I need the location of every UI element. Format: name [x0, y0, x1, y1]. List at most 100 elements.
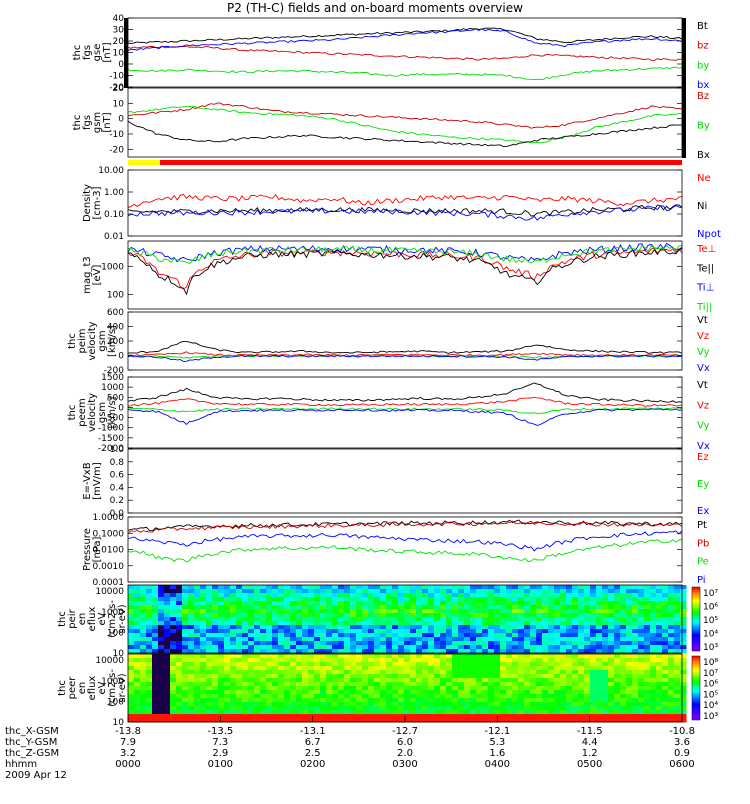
pressure-frame [127, 516, 683, 583]
y-tick-label: 100 [107, 628, 124, 638]
legend-entry: Vx [697, 363, 710, 374]
y-tick-label: 0.01 [104, 232, 124, 242]
series-line-peim-velocity [127, 340, 683, 354]
y-tick-label: 500 [107, 393, 124, 403]
fgs-gsm-frame [127, 87, 683, 158]
panel-fgs-gsm: 20 10 0 -10 -20 Bz By Bx thcfgsgsm[nT] [72, 84, 710, 161]
peir-spectrogram-colorbar-tick: 10⁷ [703, 589, 718, 599]
peem-velocity-frame [127, 376, 683, 449]
series-line-pressure [127, 519, 683, 532]
fgs-gse-ylabel: thcfgsgse[nT] [72, 42, 113, 62]
panel-peim-velocity: 600 400 200 0 -200 Vt Vz Vy Vx thcpeimvelocitygsm… [67, 308, 710, 376]
time-axis-value: -11.5 [577, 726, 603, 737]
legend-entry: Bz [697, 91, 709, 102]
legend-entry: Pe [697, 557, 709, 568]
y-tick-label: 1.00 [104, 188, 124, 198]
y-tick-label: 0.1000 [93, 529, 125, 539]
efield-ylabel: E=-VxB[mV/m] [82, 462, 103, 500]
y-tick-label: 200 [107, 337, 124, 347]
peem-velocity-series [127, 382, 683, 426]
y-tick-label: 10000 [95, 587, 124, 597]
time-axis-value: 0600 [669, 759, 694, 770]
y-tick-label: -2000 [98, 444, 124, 454]
series-line-fgs-gsm [127, 120, 683, 148]
efield-frame [127, 448, 683, 514]
time-axis-value: 1.2 [582, 748, 598, 759]
legend-entry: bx [697, 80, 709, 91]
legend-entry: Ti|| [696, 302, 712, 313]
peim-velocity-series [127, 340, 683, 362]
time-axis-value: -13.1 [300, 726, 326, 737]
peir-spectrogram-colorbar-tick: 10³ [703, 643, 718, 653]
y-tick-label: 0.4 [110, 483, 125, 493]
legend-entry: Pi [697, 575, 706, 586]
temperature-series [127, 242, 683, 296]
legend-entry: Ne [697, 173, 711, 184]
time-axis-value: -12.7 [392, 726, 418, 737]
peer-spectrogram-colorbar-tick: 10³ [703, 712, 718, 722]
pressure-series [127, 519, 683, 563]
y-tick-label: 10 [113, 49, 125, 59]
y-tick-label: 1000 [101, 383, 124, 393]
y-tick-label: 0.0100 [93, 546, 125, 556]
fgs-gse-frame [127, 17, 683, 88]
y-tick-label: 0.0010 [93, 562, 125, 572]
time-axis-value: 2.0 [397, 748, 413, 759]
y-tick-label: 1.0 [110, 445, 125, 455]
series-line-fgs-gse [127, 28, 683, 51]
right-edge-bar [682, 18, 686, 158]
series-line-fgs-gse [127, 45, 683, 61]
time-axis-value: 7.3 [212, 737, 228, 748]
y-tick-label: -200 [104, 366, 125, 376]
peim-velocity-ylabel: thcpeimvelocitygsm[km/s] [67, 321, 118, 360]
time-axis-value: 0200 [300, 759, 325, 770]
peir-spectrogram-colorbar [691, 586, 701, 652]
panel-peir-spectrogram: 10⁷ 10⁶ 10⁵ 10⁴ 10³ 10000 1000 100 10 thcpeirenef… [57, 584, 718, 659]
y-tick-label: 1000 [101, 608, 124, 618]
y-tick-label: 10.00 [98, 166, 124, 176]
density-frame [127, 169, 683, 237]
peer-spectrogram-colorbar-tick: 10⁵ [703, 690, 718, 700]
legend-entry: by [697, 60, 709, 71]
time-axis-value: -13.8 [115, 726, 141, 737]
legend-entry: Vt [697, 380, 708, 391]
series-line-fgs-gsm [127, 105, 683, 144]
series-line-fgs-gsm [127, 102, 683, 129]
series-line-pressure [127, 539, 683, 563]
peer-spectrogram-colorbar [691, 655, 701, 721]
series-line-pressure [127, 520, 683, 534]
series-line-peem-velocity [127, 407, 683, 415]
series-line-fgs-gse [127, 27, 683, 45]
y-tick-label: 1.0000 [93, 513, 125, 523]
legend-entry: Ey [697, 479, 709, 490]
y-tick-label: 20 [113, 37, 125, 47]
legend-entry: bz [697, 41, 709, 52]
time-axis-value: 0100 [208, 759, 233, 770]
y-tick-label: 0 [118, 352, 124, 362]
peem-velocity-ylabel: thcpeemvelocitygsm[km/s] [67, 393, 118, 432]
series-line-peem-velocity [127, 382, 683, 403]
peer-spectrogram-colorbar-tick: 10⁶ [703, 680, 718, 690]
legend-entry: Ti⊥ [696, 283, 714, 294]
peir-spectrogram-colorbar-tick: 10⁵ [703, 616, 718, 626]
series-line-pressure [127, 530, 683, 552]
panel-temperature: 1000 100 Te⊥ Te|| Ti⊥ Ti|| mag_t3[eV] [82, 240, 716, 313]
y-tick-label: -10 [109, 72, 124, 82]
time-axis-value: 0400 [485, 759, 510, 770]
peer-spectrogram-colorbar-tick: 10⁴ [703, 701, 718, 711]
peer-spectrogram-ylabel: thcpeerenefluxeV(cm2-s-sr-eV) [57, 669, 128, 707]
series-line-temperature [127, 244, 683, 265]
y-tick-label: -500 [104, 414, 125, 424]
legend-entry: Vz [697, 400, 709, 411]
time-axis-value: -10.8 [669, 726, 695, 737]
y-tick-label: 1000 [101, 262, 124, 272]
peir-spectrogram-frame [127, 584, 683, 654]
density-ylabel: Density[cm-3] [82, 184, 103, 222]
legend-entry: Te|| [696, 263, 714, 274]
time-axis-value: 0.9 [674, 748, 690, 759]
panel-efield: 1.0 0.8 0.6 0.4 0.2 0.0 Ez Ey Ex E=-VxB[mV/m] [82, 445, 709, 519]
legend-entry: Pb [697, 538, 709, 549]
time-axis-value: 2.5 [305, 748, 321, 759]
